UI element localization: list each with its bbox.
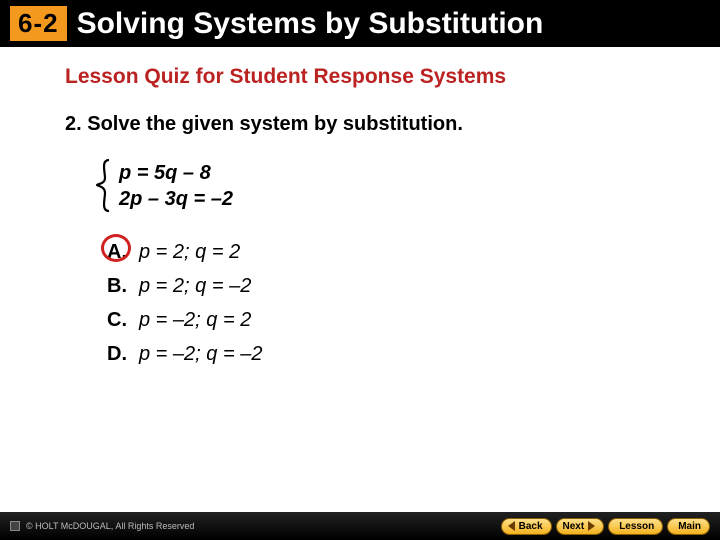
- equation-system: p = 5q – 8 2p – 3q = –2: [95, 158, 665, 213]
- nav-button-label: Next: [563, 521, 585, 532]
- option-b[interactable]: B.p = 2; q = –2: [107, 269, 665, 303]
- nav-button-label: Main: [678, 521, 701, 532]
- content: Lesson Quiz for Student Response Systems…: [0, 47, 720, 371]
- back-button[interactable]: Back: [501, 518, 552, 535]
- option-text: p = 2; q = –2: [139, 269, 251, 303]
- option-text: p = –2; q = 2: [139, 303, 251, 337]
- option-c[interactable]: C.p = –2; q = 2: [107, 303, 665, 337]
- question-text: 2. Solve the given system by substitutio…: [65, 113, 665, 136]
- subtitle: Lesson Quiz for Student Response Systems: [65, 65, 665, 89]
- option-label: B.: [107, 269, 131, 303]
- nav-button-label: Back: [519, 521, 543, 532]
- equation-2: 2p – 3q = –2: [119, 186, 233, 212]
- arrow-right-icon: [588, 521, 595, 531]
- equation-1: p = 5q – 8: [119, 160, 233, 186]
- options-list: A.p = 2; q = 2B.p = 2; q = –2C.p = –2; q…: [107, 235, 665, 371]
- copyright-text: © HOLT McDOUGAL, All Rights Reserved: [26, 521, 194, 531]
- nav-button-label: Lesson: [619, 521, 654, 532]
- nav-buttons: Back Next Lesson Main: [501, 518, 710, 535]
- brace-icon: [95, 158, 113, 213]
- option-text: p = –2; q = –2: [139, 337, 262, 371]
- option-text: p = 2; q = 2: [139, 235, 240, 269]
- main-button[interactable]: Main: [667, 518, 710, 535]
- page-title: Solving Systems by Substitution: [77, 7, 544, 41]
- option-a[interactable]: A.p = 2; q = 2: [107, 235, 665, 269]
- lesson-button[interactable]: Lesson: [608, 518, 663, 535]
- footer-bar: © HOLT McDOUGAL, All Rights Reserved Bac…: [0, 512, 720, 540]
- option-label: C.: [107, 303, 131, 337]
- arrow-left-icon: [508, 521, 515, 531]
- publisher-logo-icon: [10, 521, 20, 531]
- next-button[interactable]: Next: [556, 518, 605, 535]
- option-label: D.: [107, 337, 131, 371]
- option-label: A.: [107, 235, 131, 269]
- section-badge: 6-2: [10, 6, 67, 41]
- option-d[interactable]: D.p = –2; q = –2: [107, 337, 665, 371]
- correct-ring-icon: [101, 234, 131, 262]
- header-bar: 6-2 Solving Systems by Substitution: [0, 0, 720, 47]
